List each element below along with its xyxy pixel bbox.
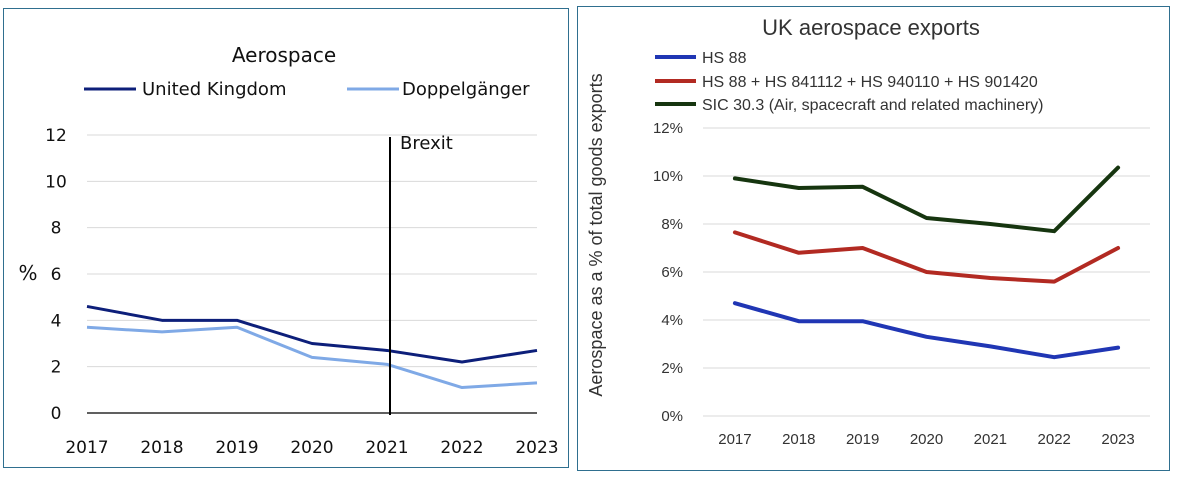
x-tick-label: 2021	[974, 431, 1007, 448]
y-axis-label: Aerospace as a % of total goods exports	[586, 73, 606, 396]
y-tick-label: 2%	[661, 360, 683, 377]
legend-label: SIC 30.3 (Air, spacecraft and related ma…	[702, 97, 1044, 114]
legend-label: HS 88	[702, 50, 747, 67]
x-tick-label: 2018	[782, 431, 815, 448]
x-tick-label: 2022	[1038, 431, 1071, 448]
y-tick-label: 10	[45, 172, 67, 192]
legend-label: Doppelgänger	[402, 79, 530, 100]
uk-aerospace-exports-chart: 0% 2% 4% 6% 8% 10% 12% 2017 2018 2019 2020 2021 2022…	[586, 15, 1150, 448]
x-tick-label: 2021	[365, 438, 408, 458]
series-line-doppelganger	[86, 325, 538, 390]
aerospace-chart: 0 2 4 6 8 10 12 2017 2018 2019 2020 2021 2022 2023 Br…	[18, 43, 558, 458]
aerospace-chart-panel: 0 2 4 6 8 10 12 2017 2018 2019 2020 2021 2022 2023 Br…	[3, 8, 569, 468]
x-tick-label: 2018	[140, 438, 183, 458]
x-tick-label: 2017	[718, 431, 751, 448]
legend-label: United Kingdom	[142, 79, 286, 100]
y-tick-label: 10%	[653, 168, 683, 185]
brexit-annotation: Brexit	[400, 133, 453, 154]
y-tick-label: 2	[51, 358, 62, 378]
y-tick-label: 8	[51, 219, 62, 239]
chart-title: Aerospace	[232, 43, 336, 67]
y-tick-label: 4%	[661, 312, 683, 329]
y-axis-label: %	[18, 261, 37, 285]
uk-aerospace-exports-panel: 0% 2% 4% 6% 8% 10% 12% 2017 2018 2019 2020 2021 2022…	[577, 6, 1170, 471]
y-tick-label: 12%	[653, 120, 683, 137]
x-tick-label: 2020	[910, 431, 943, 448]
y-tick-label: 0%	[661, 408, 683, 425]
x-tick-label: 2020	[290, 438, 333, 458]
x-tick-label: 2022	[440, 438, 483, 458]
x-tick-label: 2019	[215, 438, 258, 458]
y-tick-label: 8%	[661, 216, 683, 233]
series-line-hs-88-combined	[732, 230, 1121, 284]
x-tick-label: 2023	[515, 438, 558, 458]
legend-label: HS 88 + HS 841112 + HS 940110 + HS 90142…	[702, 74, 1038, 91]
y-tick-label: 4	[51, 311, 62, 331]
x-tick-label: 2023	[1101, 431, 1134, 448]
x-tick-label: 2017	[65, 438, 108, 458]
y-tick-label: 6	[51, 265, 62, 285]
series-line-sic-30-3	[732, 165, 1121, 234]
chart-title: UK aerospace exports	[762, 15, 980, 40]
series-line-united-kingdom	[86, 304, 538, 364]
series-line-hs-88	[732, 301, 1121, 360]
y-tick-label: 0	[51, 404, 62, 424]
y-tick-label: 6%	[661, 264, 683, 281]
y-tick-label: 12	[45, 126, 67, 146]
x-tick-label: 2019	[846, 431, 879, 448]
